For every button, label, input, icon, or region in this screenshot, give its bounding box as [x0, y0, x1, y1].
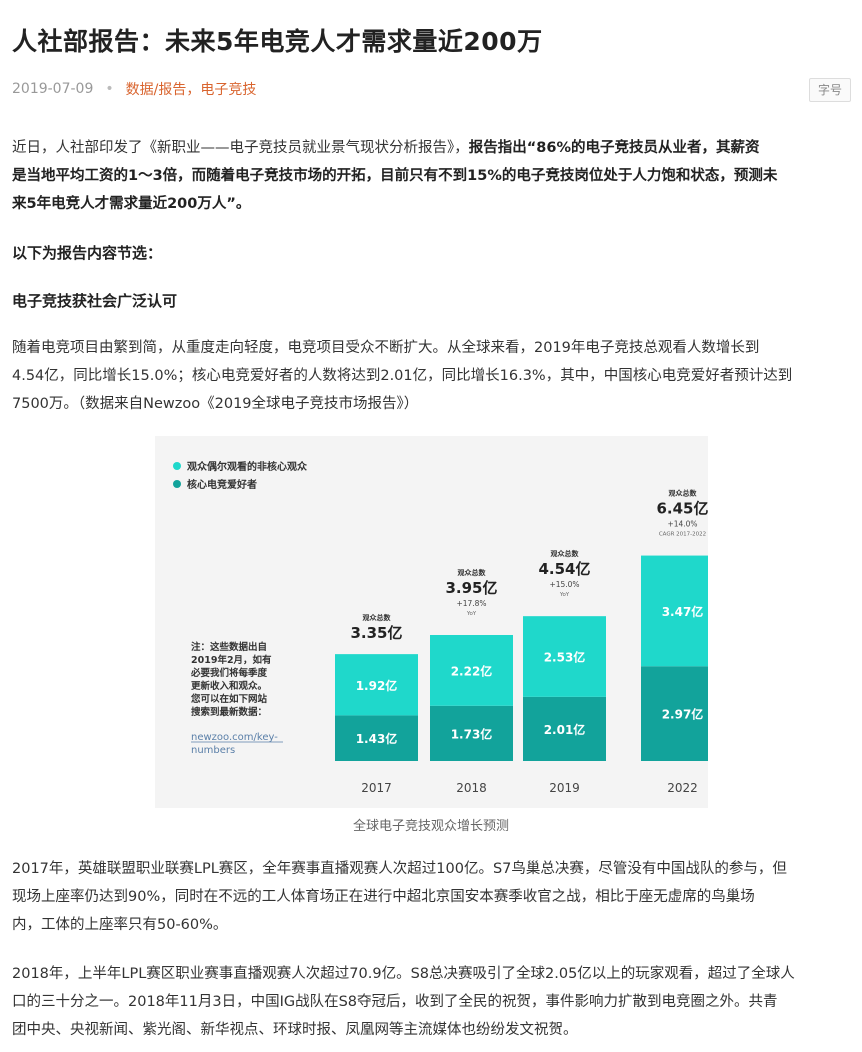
bar-label-core-2019: 2.01亿: [544, 722, 586, 737]
bar-label-core-2017: 1.43亿: [356, 731, 398, 746]
total-growth-sub-2019: YoY: [559, 592, 570, 598]
total-growth-2019: +15.0%: [549, 580, 579, 589]
x-tick-2018: 2018: [456, 781, 487, 795]
total-value-2022: 6.45亿: [656, 500, 708, 518]
bar-label-core-2018: 1.73亿: [451, 726, 493, 741]
legend-label-1: 核心电竞爱好者: [187, 478, 257, 491]
total-growth-sub-2018: YoY: [466, 611, 477, 617]
bar-noncore-2017: [335, 654, 418, 716]
paragraph-audience: 随着电竞项目由繁到简，从重度走向轻度，电竞项目受众不断扩大。从全球来看，2019…: [12, 334, 852, 418]
font-size-button[interactable]: 字号: [809, 78, 851, 102]
chart-note-line-4: 您可以在如下网站: [191, 693, 268, 705]
legend-label-0: 观众偶尔观看的非核心观众: [187, 460, 308, 473]
intro-paragraph: 近日，人社部印发了《新职业——电子竞技员就业景气现状分析报告》，报告指出“86%…: [12, 134, 852, 218]
chart-note-line-1: 2019年2月，如有: [191, 654, 272, 666]
bar-label-noncore-2019: 2.53亿: [544, 650, 586, 665]
intro-bold-line-3: 来5年电竞人才需求量近200万人”。: [12, 196, 251, 212]
article-meta: 2019-07-09 • 数据/报告，电子竞技: [12, 79, 256, 99]
bar-label-noncore-2017: 1.92亿: [356, 678, 398, 693]
total-value-2019: 4.54亿: [538, 560, 590, 578]
total-growth-2018: +17.8%: [456, 599, 486, 608]
chart-link-line-0: newzoo.com/key-: [191, 732, 278, 743]
chart-caption: 全球电子竞技观众增长预测: [352, 819, 509, 834]
chart-note-line-3: 更新收入和观众。: [191, 680, 267, 692]
bar-core-2022: [641, 666, 708, 761]
meta-separator: •: [105, 81, 114, 97]
chart-link-line-1: numbers: [191, 745, 235, 756]
paragraph-2018-line-3: 团中央、央视新闻、紫光阁、新华视点、环球时报、凤凰网等主流媒体也纷纷发文祝贺。: [12, 1022, 578, 1038]
bar-label-core-2022: 2.97亿: [662, 707, 704, 722]
bar-noncore-2022: [641, 555, 708, 667]
paragraph-audience-line-3: 7500万。（数据来自Newzoo《2019全球电子竞技市场报告》）: [12, 396, 419, 412]
chart-svg: 1.43亿 1.92亿 2017 观众总数 3.35亿 1.73亿 2.22亿 2018 观众总…: [173, 460, 708, 795]
article-title: 人社部报告：未来5年电竞人才需求量近200万: [12, 27, 543, 56]
excerpt-heading: 以下为报告内容节选：: [12, 244, 163, 262]
bar-core-2019: [523, 696, 606, 761]
total-label-2018: 观众总数: [458, 568, 487, 577]
legend-swatch-0: [173, 462, 181, 470]
legend-swatch-1: [173, 480, 181, 488]
bar-core-2017: [335, 715, 418, 761]
total-value-2018: 3.95亿: [445, 579, 497, 597]
intro-bold-line-1: 报告指出“86%的电子竞技员从业者，其薪资: [468, 140, 760, 156]
paragraph-2017-line-3: 内，工体的上座率只有50-60%。: [12, 917, 228, 933]
paragraph-2018: 2018年，上半年LPL赛区职业赛事直播观赛人次超过70.9亿。S8总决赛吸引了…: [12, 960, 852, 1044]
bar-noncore-2019: [523, 616, 606, 697]
paragraph-2017-line-2: 现场上座率仍达到90%，同时在不远的工人体育场正在进行中超北京国安本赛季收官之战…: [12, 889, 755, 905]
chart-note-line-0: 注：这些数据出自: [191, 641, 267, 653]
paragraph-2018-line-1: 2018年，上半年LPL赛区职业赛事直播观赛人次超过70.9亿。S8总决赛吸引了…: [12, 966, 795, 982]
total-label-2017: 观众总数: [363, 613, 392, 622]
paragraph-audience-line-1: 随着电竞项目由繁到简，从重度走向轻度，电竞项目受众不断扩大。从全球来看，2019…: [12, 340, 760, 356]
bar-noncore-2018: [430, 634, 513, 706]
x-tick-2019: 2019: [549, 781, 580, 795]
bar-label-noncore-2018: 2.22亿: [451, 663, 493, 678]
audience-growth-chart: 1.43亿 1.92亿 2017 观众总数 3.35亿 1.73亿 2.22亿 2018 观众总…: [155, 436, 708, 808]
bar-label-noncore-2022: 3.47亿: [662, 604, 704, 619]
total-value-2017: 3.35亿: [350, 624, 402, 642]
x-tick-2017: 2017: [361, 781, 392, 795]
intro-text: 近日，人社部印发了《新职业——电子竞技员就业景气现状分析报告》，: [12, 140, 469, 156]
chart-note-line-2: 必要我们将每季度: [190, 667, 268, 679]
total-label-2022: 观众总数: [669, 489, 698, 498]
paragraph-2018-line-2: 口的三十分之一。2018年11月3日，中国IG战队在S8夺冠后，收到了全民的祝贺…: [12, 994, 778, 1010]
chart-note-line-5: 搜索到最新数据：: [191, 706, 267, 718]
paragraph-2017: 2017年，英雄联盟职业联赛LPL赛区，全年赛事直播观赛人次超过100亿。S7鸟…: [12, 855, 852, 939]
total-growth-2022: +14.0%: [667, 520, 697, 529]
total-growth-sub-2022: CAGR 2017-2022: [659, 532, 706, 538]
x-tick-2022: 2022: [667, 781, 698, 795]
intro-bold-line-2: 是当地平均工资的1～3倍，而随着电子竞技市场的开拓，目前只有不到15%的电子竞技…: [12, 168, 778, 184]
paragraph-2017-line-1: 2017年，英雄联盟职业联赛LPL赛区，全年赛事直播观赛人次超过100亿。S7鸟…: [12, 861, 787, 877]
bar-core-2018: [430, 705, 513, 761]
section-heading: 电子竞技获社会广泛认可: [12, 292, 178, 310]
category-tags-link[interactable]: 数据/报告，电子竞技: [125, 82, 257, 98]
paragraph-audience-line-2: 4.54亿，同比增长15.0%；核心电竞爱好者的人数将达到2.01亿，同比增长1…: [12, 368, 793, 384]
total-label-2019: 观众总数: [551, 549, 580, 558]
publish-date: 2019-07-09: [12, 81, 94, 97]
